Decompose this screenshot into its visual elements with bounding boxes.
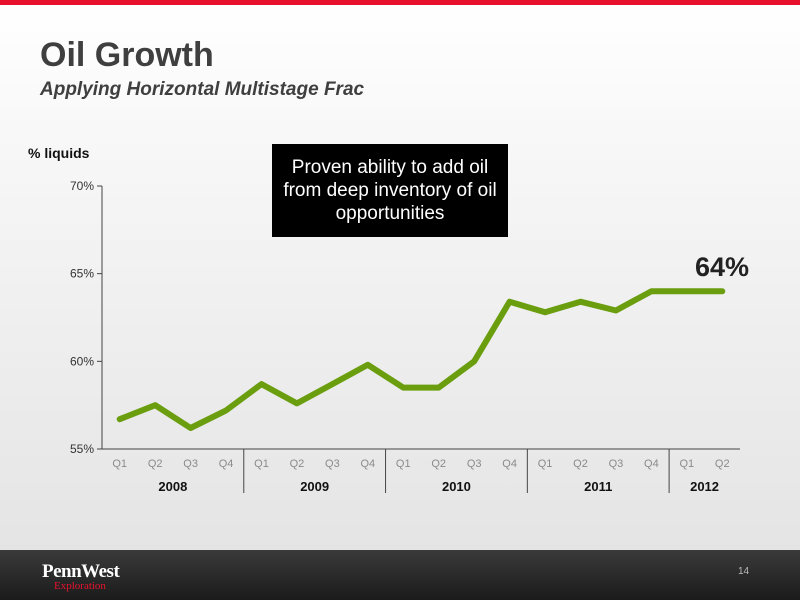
series-line (116, 288, 726, 431)
year-label: 2009 (300, 479, 329, 494)
x-tick-label: Q3 (325, 458, 340, 470)
y-tick-label: 65% (70, 267, 94, 281)
x-tick-label: Q2 (715, 458, 730, 470)
x-tick-label: Q2 (148, 458, 163, 470)
y-tick-label: 55% (70, 442, 94, 456)
year-label: 2012 (690, 479, 719, 494)
slide-title: Oil Growth (40, 36, 214, 74)
x-tick-label: Q2 (573, 458, 588, 470)
x-tick-label: Q3 (467, 458, 482, 470)
year-label: 2010 (442, 479, 471, 494)
x-tick-label: Q3 (609, 458, 624, 470)
company-logo: PennWest Exploration (42, 561, 120, 592)
x-tick-label: Q4 (502, 458, 517, 470)
end-value-label: 64% (695, 252, 750, 282)
logo-name: PennWest (42, 561, 120, 582)
x-tick-label: Q4 (644, 458, 659, 470)
top-accent-bar (0, 0, 800, 5)
x-tick-label: Q2 (290, 458, 305, 470)
page-number: 14 (738, 566, 750, 577)
x-tick-label: Q4 (360, 458, 375, 470)
y-tick-label: 70% (70, 179, 94, 193)
x-tick-label: Q3 (183, 458, 198, 470)
line-chart: 55% 60% 65% 70% Q1 Q2 Q3 Q4 Q1 Q2 Q3 Q4 Q1 Q2 Q3 Q4 Q1 Q2… (70, 179, 740, 494)
footer-bar (0, 550, 800, 600)
x-tick-label: Q4 (219, 458, 234, 470)
x-tick-label: Q1 (679, 458, 694, 470)
year-label: 2011 (584, 479, 612, 494)
x-tick-label: Q2 (431, 458, 446, 470)
logo-subtitle: Exploration (54, 580, 106, 592)
x-tick-label: Q1 (538, 458, 553, 470)
y-axis-label: % liquids (28, 145, 90, 161)
callout-box: Proven ability to add oil from deep inve… (272, 144, 508, 237)
x-tick-label: Q1 (254, 458, 269, 470)
x-tick-label: Q1 (396, 458, 411, 470)
y-tick-label: 60% (70, 354, 94, 368)
year-label: 2008 (158, 479, 187, 494)
x-tick-label: Q1 (112, 458, 127, 470)
slide-subtitle: Applying Horizontal Multistage Frac (40, 79, 365, 100)
